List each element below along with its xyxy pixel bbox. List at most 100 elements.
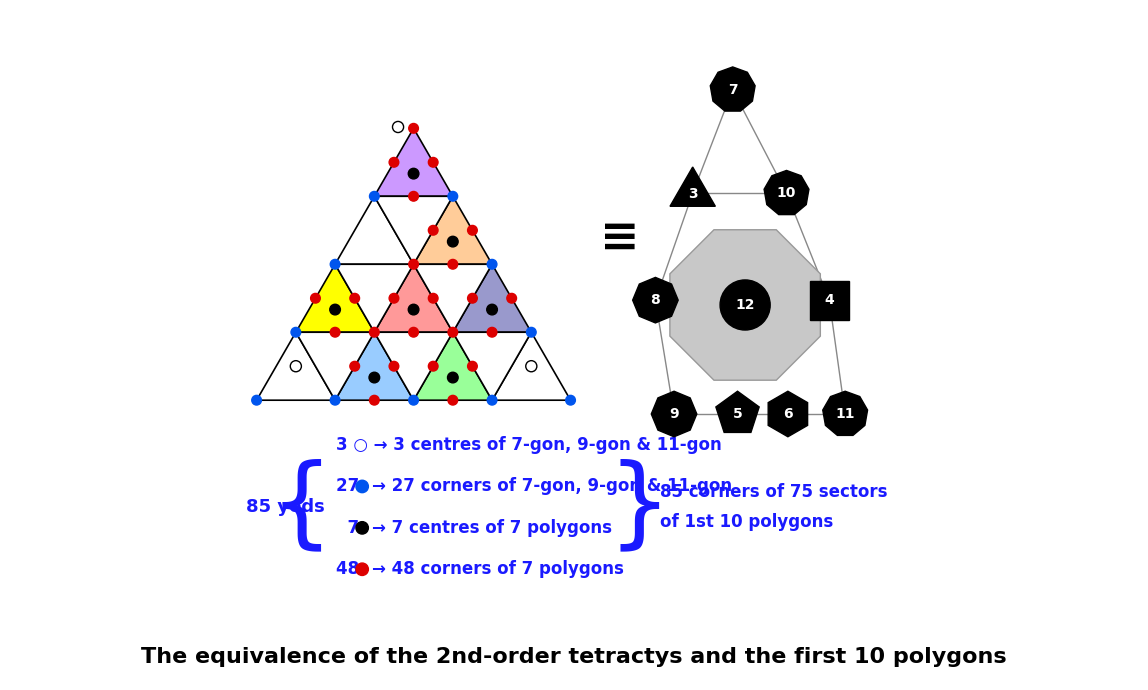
Polygon shape	[296, 332, 374, 400]
Text: 3 ○ → 3 centres of 7-gon, 9-gon & 11-gon: 3 ○ → 3 centres of 7-gon, 9-gon & 11-gon	[336, 436, 722, 454]
Polygon shape	[374, 128, 452, 196]
Text: 8: 8	[651, 293, 660, 307]
Circle shape	[370, 191, 379, 201]
Text: ≡: ≡	[600, 215, 641, 261]
Text: {: {	[270, 459, 333, 555]
Circle shape	[448, 327, 458, 337]
Circle shape	[409, 259, 418, 269]
Polygon shape	[492, 332, 571, 400]
Polygon shape	[257, 332, 335, 400]
Circle shape	[331, 395, 340, 405]
Circle shape	[356, 480, 369, 493]
Circle shape	[448, 191, 458, 201]
Circle shape	[251, 395, 262, 405]
Circle shape	[393, 121, 404, 132]
Circle shape	[290, 327, 301, 337]
Circle shape	[448, 395, 458, 405]
Circle shape	[487, 259, 497, 269]
Circle shape	[409, 168, 419, 179]
Circle shape	[389, 293, 398, 303]
Polygon shape	[452, 264, 532, 332]
Text: 3: 3	[688, 188, 698, 201]
Circle shape	[369, 372, 380, 383]
Circle shape	[356, 522, 369, 534]
Polygon shape	[335, 332, 413, 400]
Polygon shape	[716, 391, 759, 433]
Circle shape	[389, 157, 398, 167]
Circle shape	[409, 191, 418, 201]
Text: of 1st 10 polygons: of 1st 10 polygons	[660, 513, 833, 531]
Circle shape	[467, 226, 478, 235]
Polygon shape	[413, 264, 492, 332]
Circle shape	[487, 327, 497, 337]
Polygon shape	[633, 277, 678, 323]
Circle shape	[409, 124, 418, 133]
Text: → 48 corners of 7 polygons: → 48 corners of 7 polygons	[372, 560, 623, 578]
Polygon shape	[374, 196, 452, 264]
Polygon shape	[335, 264, 413, 332]
Text: 85 yods: 85 yods	[247, 498, 325, 516]
Circle shape	[448, 236, 458, 247]
Polygon shape	[413, 196, 492, 264]
Text: 11: 11	[836, 407, 855, 421]
Circle shape	[566, 395, 575, 405]
Text: }: }	[607, 459, 672, 555]
Circle shape	[290, 361, 302, 372]
Polygon shape	[823, 391, 868, 435]
Circle shape	[331, 327, 340, 337]
Polygon shape	[670, 230, 821, 380]
Polygon shape	[768, 391, 808, 437]
Text: 85 corners of 75 sectors: 85 corners of 75 sectors	[660, 483, 887, 501]
Circle shape	[389, 362, 398, 371]
Circle shape	[350, 293, 359, 303]
Polygon shape	[651, 391, 697, 437]
Text: 7: 7	[728, 83, 737, 97]
Circle shape	[448, 259, 458, 269]
Text: 7: 7	[336, 519, 365, 537]
Circle shape	[428, 157, 439, 167]
Circle shape	[409, 395, 418, 405]
Circle shape	[329, 304, 341, 315]
Circle shape	[370, 327, 379, 337]
Circle shape	[409, 327, 418, 337]
Polygon shape	[374, 264, 452, 332]
Circle shape	[526, 361, 537, 372]
Polygon shape	[374, 332, 452, 400]
Polygon shape	[296, 264, 374, 332]
Text: 10: 10	[777, 186, 797, 200]
Text: 27: 27	[336, 477, 365, 495]
Text: 5: 5	[732, 407, 743, 421]
Circle shape	[507, 293, 517, 303]
Text: → 27 corners of 7-gon, 9-gon & 11-gon: → 27 corners of 7-gon, 9-gon & 11-gon	[372, 477, 732, 495]
Circle shape	[331, 259, 340, 269]
Circle shape	[356, 563, 369, 575]
Text: 4: 4	[824, 293, 835, 307]
Polygon shape	[670, 167, 715, 206]
Circle shape	[428, 362, 439, 371]
Circle shape	[448, 372, 458, 383]
Text: → 7 centres of 7 polygons: → 7 centres of 7 polygons	[372, 519, 612, 537]
Circle shape	[720, 280, 770, 330]
Text: 12: 12	[736, 298, 755, 312]
Circle shape	[428, 293, 439, 303]
Polygon shape	[452, 332, 532, 400]
Polygon shape	[335, 196, 413, 264]
Circle shape	[487, 395, 497, 405]
Text: 9: 9	[669, 407, 678, 421]
Text: The equivalence of the 2nd-order tetractys and the first 10 polygons: The equivalence of the 2nd-order tetract…	[141, 647, 1007, 667]
Bar	[810, 281, 848, 319]
Polygon shape	[413, 332, 492, 400]
Text: 6: 6	[783, 407, 793, 421]
Circle shape	[409, 304, 419, 315]
Circle shape	[527, 327, 536, 337]
Circle shape	[428, 226, 439, 235]
Polygon shape	[711, 67, 755, 111]
Circle shape	[370, 395, 379, 405]
Text: 48: 48	[336, 560, 365, 578]
Circle shape	[467, 362, 478, 371]
Polygon shape	[765, 170, 809, 215]
Circle shape	[487, 304, 497, 315]
Circle shape	[467, 293, 478, 303]
Circle shape	[311, 293, 320, 303]
Circle shape	[350, 362, 359, 371]
